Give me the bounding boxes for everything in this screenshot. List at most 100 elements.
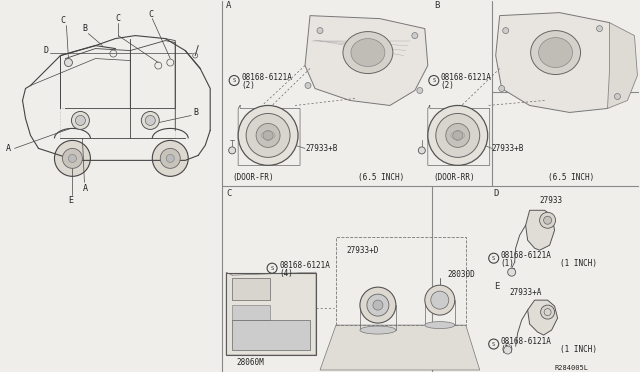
Circle shape — [228, 147, 236, 154]
Text: E: E — [68, 196, 74, 205]
Text: (1): (1) — [500, 344, 515, 353]
Bar — [232, 278, 270, 300]
Text: S: S — [492, 256, 495, 261]
Text: (6.5 INCH): (6.5 INCH) — [548, 173, 594, 182]
Text: C: C — [148, 10, 154, 19]
Text: D: D — [493, 189, 499, 198]
Text: B: B — [193, 108, 198, 117]
Circle shape — [160, 148, 180, 169]
Polygon shape — [525, 210, 555, 250]
Polygon shape — [496, 13, 625, 112]
Text: 27933+B: 27933+B — [492, 144, 524, 153]
Text: E: E — [493, 282, 499, 291]
Text: 08168-6121A: 08168-6121A — [241, 73, 292, 82]
Ellipse shape — [531, 31, 580, 74]
Circle shape — [417, 87, 423, 93]
Circle shape — [436, 113, 480, 157]
Circle shape — [614, 93, 620, 99]
Circle shape — [141, 112, 159, 129]
Circle shape — [489, 253, 499, 263]
Circle shape — [429, 76, 439, 86]
Polygon shape — [607, 23, 637, 109]
Circle shape — [65, 58, 72, 67]
Circle shape — [54, 140, 90, 176]
Circle shape — [504, 346, 511, 354]
Ellipse shape — [343, 32, 393, 74]
Circle shape — [367, 294, 389, 316]
Text: S: S — [492, 341, 495, 347]
Circle shape — [452, 131, 463, 140]
Text: 27933+D: 27933+D — [346, 246, 378, 255]
Text: (DOOR-RR): (DOOR-RR) — [434, 173, 476, 182]
Text: 08168-6121A: 08168-6121A — [500, 251, 552, 260]
Text: (1 INCH): (1 INCH) — [559, 259, 596, 268]
Text: 08168-6121A: 08168-6121A — [441, 73, 492, 82]
Ellipse shape — [539, 38, 573, 68]
Circle shape — [256, 124, 280, 147]
Text: 27933+B: 27933+B — [305, 144, 337, 153]
Bar — [336, 237, 466, 325]
Circle shape — [499, 86, 505, 92]
Circle shape — [76, 115, 85, 125]
Text: (1): (1) — [500, 259, 515, 268]
Circle shape — [489, 339, 499, 349]
Polygon shape — [305, 16, 428, 106]
Circle shape — [68, 154, 76, 162]
Circle shape — [541, 305, 555, 319]
Circle shape — [229, 76, 239, 86]
Polygon shape — [320, 325, 480, 370]
Text: 27933+A: 27933+A — [509, 288, 542, 296]
Circle shape — [373, 300, 383, 310]
Circle shape — [238, 106, 298, 166]
Circle shape — [152, 140, 188, 176]
Circle shape — [63, 148, 83, 169]
Text: A: A — [83, 184, 88, 193]
Text: S: S — [271, 266, 274, 271]
Circle shape — [145, 115, 156, 125]
Text: R284005L: R284005L — [555, 365, 589, 371]
Text: C: C — [226, 189, 232, 198]
Circle shape — [502, 28, 509, 33]
Text: S: S — [232, 78, 236, 83]
Text: B: B — [83, 24, 88, 33]
Circle shape — [72, 112, 90, 129]
Circle shape — [166, 154, 174, 162]
Text: (4): (4) — [279, 269, 293, 278]
Text: A: A — [6, 144, 10, 153]
Text: 08168-6121A: 08168-6121A — [279, 261, 330, 270]
Polygon shape — [527, 300, 557, 335]
Circle shape — [596, 26, 602, 32]
Text: 28030D: 28030D — [448, 270, 476, 279]
Circle shape — [412, 33, 418, 39]
Bar — [232, 320, 310, 350]
Bar — [226, 273, 316, 355]
Circle shape — [446, 124, 470, 147]
Text: A: A — [226, 1, 232, 10]
Text: B: B — [434, 1, 439, 10]
Text: (DOOR-FR): (DOOR-FR) — [232, 173, 274, 182]
Circle shape — [508, 268, 516, 276]
Text: C: C — [60, 16, 65, 25]
Circle shape — [540, 212, 556, 228]
Circle shape — [360, 287, 396, 323]
Text: (6.5 INCH): (6.5 INCH) — [358, 173, 404, 182]
Ellipse shape — [351, 39, 385, 67]
Ellipse shape — [360, 326, 396, 334]
Text: 08168-6121A: 08168-6121A — [500, 337, 552, 346]
Circle shape — [267, 263, 277, 273]
Text: D: D — [44, 46, 49, 55]
Text: 27933: 27933 — [540, 196, 563, 205]
Circle shape — [317, 28, 323, 33]
Text: (1 INCH): (1 INCH) — [559, 344, 596, 353]
Text: C: C — [115, 14, 120, 23]
Text: (2): (2) — [241, 81, 255, 90]
Circle shape — [431, 291, 449, 309]
Text: S: S — [432, 78, 435, 83]
Circle shape — [543, 216, 552, 224]
Text: (2): (2) — [441, 81, 454, 90]
Circle shape — [425, 285, 455, 315]
Text: 28060M: 28060M — [236, 357, 264, 366]
Circle shape — [419, 147, 426, 154]
Ellipse shape — [425, 321, 455, 328]
Circle shape — [428, 106, 488, 166]
